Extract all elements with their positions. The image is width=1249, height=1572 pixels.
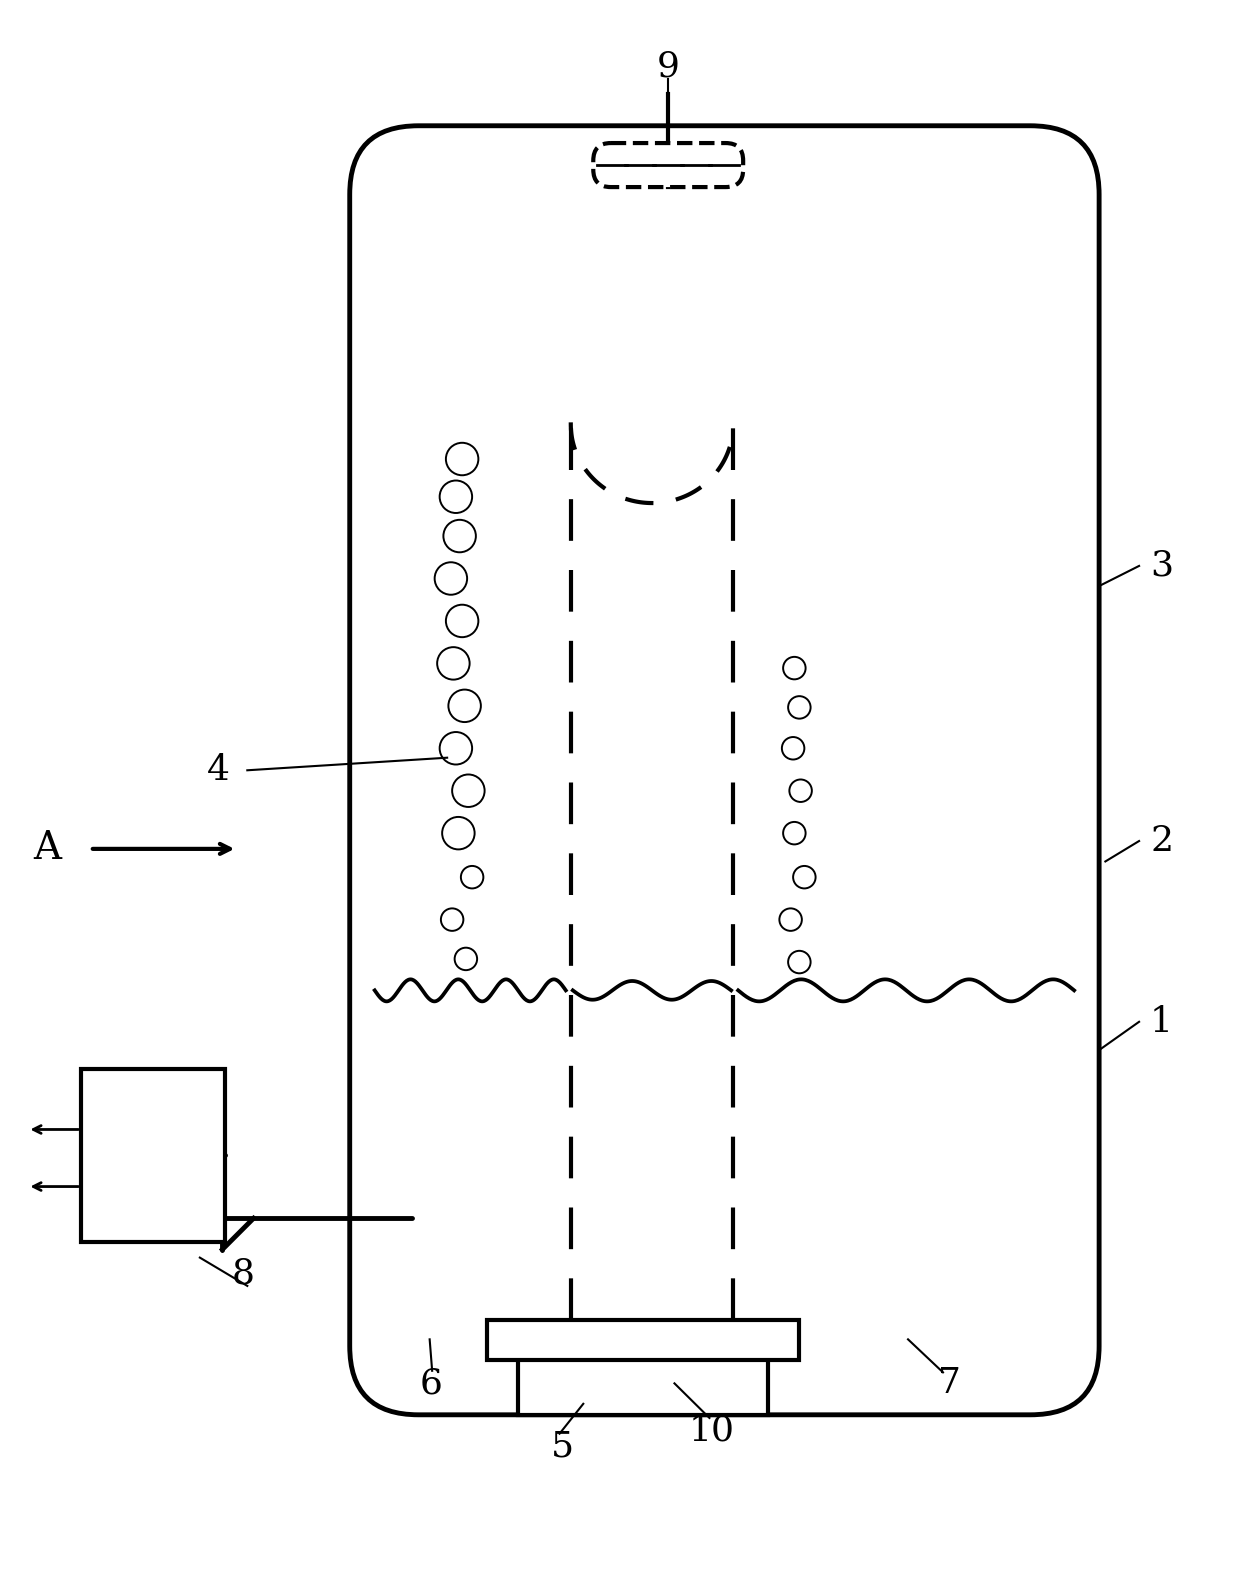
Text: 10: 10	[689, 1413, 734, 1448]
Text: 4: 4	[207, 753, 230, 788]
FancyBboxPatch shape	[350, 126, 1099, 1415]
Bar	[487, 1320, 799, 1360]
Text: 3: 3	[1150, 549, 1173, 583]
Text: A: A	[34, 830, 61, 868]
Text: 5: 5	[551, 1429, 573, 1464]
Text: 7: 7	[938, 1366, 960, 1401]
Text: 9: 9	[657, 49, 679, 83]
Text: 8: 8	[232, 1256, 255, 1291]
Text: 2: 2	[1150, 824, 1173, 858]
FancyBboxPatch shape	[593, 143, 743, 187]
Bar	[518, 1349, 768, 1415]
Text: 6: 6	[420, 1366, 442, 1401]
Bar	[81, 1069, 225, 1242]
Text: 1: 1	[1150, 1005, 1173, 1039]
